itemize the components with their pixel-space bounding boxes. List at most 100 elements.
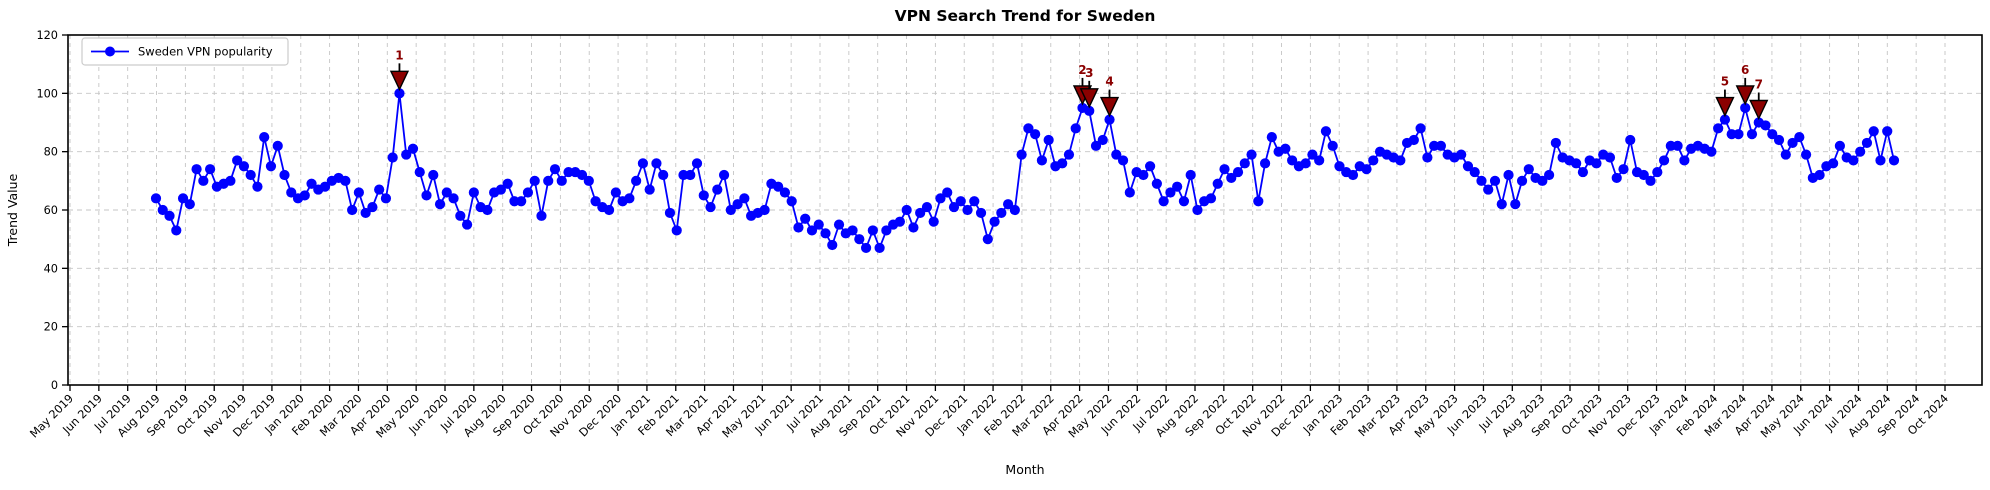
data-point-marker bbox=[969, 196, 980, 207]
data-point-marker bbox=[1672, 140, 1683, 151]
data-point-marker bbox=[827, 239, 838, 251]
data-point-marker bbox=[455, 210, 466, 221]
data-point-marker bbox=[191, 164, 202, 175]
y-tick-label: 0 bbox=[51, 379, 58, 392]
data-point-marker bbox=[543, 175, 554, 186]
data-point-marker bbox=[1645, 175, 1656, 186]
data-point-marker bbox=[664, 207, 676, 219]
data-point-marker bbox=[407, 143, 419, 154]
data-point-marker bbox=[374, 184, 385, 195]
annotation-number: 3 bbox=[1085, 66, 1093, 80]
data-point-marker bbox=[441, 187, 452, 198]
data-point-marker bbox=[1618, 164, 1629, 175]
legend-entry-label: Sweden VPN popularity bbox=[138, 45, 273, 59]
data-point-marker bbox=[847, 225, 858, 236]
data-point-marker bbox=[1834, 140, 1845, 151]
data-point-marker bbox=[1462, 161, 1474, 172]
annotation-triangle-down-icon bbox=[1735, 85, 1755, 106]
data-point-marker bbox=[1239, 158, 1250, 169]
data-point-marker bbox=[1063, 149, 1075, 160]
data-point-marker bbox=[759, 204, 770, 216]
data-point-marker bbox=[421, 190, 432, 201]
data-point-marker bbox=[1868, 126, 1879, 137]
data-point-marker bbox=[860, 242, 872, 254]
data-point-marker bbox=[1023, 123, 1034, 134]
data-point-marker bbox=[1483, 184, 1494, 195]
data-point-marker bbox=[1151, 178, 1162, 189]
data-point-marker bbox=[1496, 199, 1507, 210]
data-point-marker bbox=[1814, 169, 1825, 181]
data-point-marker bbox=[1192, 204, 1203, 216]
data-point-marker bbox=[1280, 143, 1291, 154]
data-point-marker bbox=[1232, 166, 1244, 178]
data-point-marker bbox=[1577, 166, 1589, 178]
data-point-marker bbox=[779, 187, 791, 198]
data-point-marker bbox=[1266, 131, 1277, 143]
data-point-marker bbox=[286, 187, 297, 198]
data-point-marker bbox=[631, 175, 642, 186]
data-point-marker bbox=[353, 187, 364, 198]
data-point-marker bbox=[414, 166, 425, 178]
data-point-marker bbox=[259, 131, 270, 143]
data-point-marker bbox=[1117, 155, 1129, 166]
data-point-marker bbox=[1571, 158, 1582, 169]
data-point-marker bbox=[1476, 175, 1487, 186]
data-point-marker bbox=[583, 175, 594, 186]
data-point-marker bbox=[1780, 149, 1791, 160]
data-point-marker bbox=[820, 228, 831, 239]
data-point-marker bbox=[718, 169, 730, 181]
y-tick-label: 80 bbox=[44, 146, 58, 159]
data-point-marker bbox=[685, 169, 696, 181]
data-point-marker bbox=[1158, 196, 1169, 207]
data-point-marker bbox=[1145, 161, 1156, 172]
data-point-marker bbox=[725, 204, 736, 216]
data-point-marker bbox=[1300, 158, 1311, 169]
data-point-marker bbox=[380, 193, 392, 204]
data-point-marker bbox=[1219, 164, 1230, 175]
data-point-marker bbox=[529, 175, 540, 186]
data-point-marker bbox=[198, 175, 209, 186]
data-point-marker bbox=[177, 193, 189, 204]
data-point-marker bbox=[915, 207, 926, 219]
data-point-marker bbox=[205, 164, 216, 175]
data-point-marker bbox=[1259, 158, 1271, 169]
data-point-marker bbox=[516, 196, 527, 207]
chart-title: VPN Search Trend for Sweden bbox=[895, 7, 1156, 25]
y-tick-label: 40 bbox=[44, 262, 58, 275]
data-point-marker bbox=[637, 158, 649, 169]
data-point-marker bbox=[942, 187, 953, 198]
data-point-marker bbox=[1719, 114, 1731, 125]
data-point-marker bbox=[1760, 120, 1771, 131]
data-point-marker bbox=[1679, 155, 1690, 166]
data-point-marker bbox=[1165, 187, 1176, 198]
data-point-marker bbox=[1848, 155, 1859, 166]
data-point-marker bbox=[448, 193, 459, 204]
data-point-marker bbox=[1036, 155, 1048, 166]
data-point-marker bbox=[1178, 196, 1190, 207]
data-point-marker bbox=[1875, 155, 1886, 166]
data-point-marker bbox=[739, 193, 750, 204]
data-point-marker bbox=[624, 193, 635, 204]
data-point-marker bbox=[705, 201, 716, 213]
data-point-marker bbox=[238, 161, 250, 172]
y-tick-label: 20 bbox=[44, 321, 58, 334]
data-point-marker bbox=[1361, 164, 1372, 175]
data-point-marker bbox=[901, 204, 912, 216]
data-point-marker bbox=[996, 207, 1007, 219]
data-point-marker bbox=[232, 155, 243, 166]
data-point-marker bbox=[1185, 169, 1196, 181]
data-point-marker bbox=[1888, 155, 1900, 166]
data-point-marker bbox=[522, 187, 534, 198]
data-point-marker bbox=[921, 201, 933, 213]
data-point-marker bbox=[1287, 155, 1298, 166]
x-axis-label: Month bbox=[1005, 462, 1044, 477]
data-point-marker bbox=[164, 210, 175, 221]
data-point-marker bbox=[360, 207, 371, 219]
data-point-marker bbox=[874, 242, 885, 254]
data-point-marker bbox=[279, 169, 290, 181]
data-point-marker bbox=[1787, 137, 1798, 149]
annotation-triangle-down-icon bbox=[1749, 99, 1769, 121]
annotation-number: 4 bbox=[1105, 75, 1113, 89]
data-point-marker bbox=[1523, 164, 1534, 175]
data-point-marker bbox=[1800, 149, 1812, 160]
